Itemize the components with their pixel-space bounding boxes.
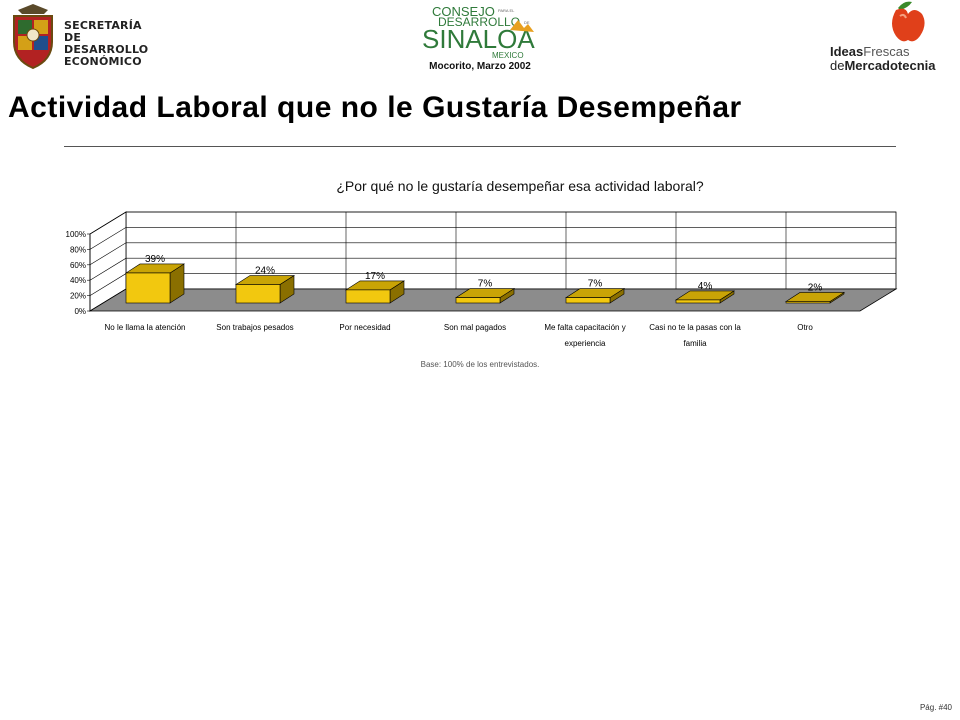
logo-word-para-el: PARA EL xyxy=(498,8,515,13)
page-title: Actividad Laboral que no le Gustaría Des… xyxy=(8,91,742,124)
y-tick-label: 20% xyxy=(70,292,86,301)
location-date: Mocorito, Marzo 2002 xyxy=(429,61,531,72)
logo-word-ideas: Ideas xyxy=(830,44,864,59)
page-number: Pág. #40 xyxy=(919,703,952,712)
secretaria-text: SECRETARÍA DE DESARROLLO ECONÓMICO xyxy=(64,20,168,68)
chart-title: ¿Por qué no le gustaría desempeñar esa a… xyxy=(336,178,704,194)
bar-value-label: 24% xyxy=(255,266,275,277)
title-divider xyxy=(64,146,896,147)
ideas-frescas-text: IdeasFrescas xyxy=(830,44,909,59)
x-category-label: experiencia xyxy=(565,339,606,348)
logo-mountain-icon xyxy=(510,20,534,32)
x-category-label: Casi no te la pasas con la xyxy=(649,323,741,332)
bar xyxy=(345,289,391,304)
secretaria-line2: DE DESARROLLO xyxy=(64,31,149,56)
x-category-label: Otro xyxy=(797,323,813,332)
x-category-label: Son trabajos pesados xyxy=(216,323,293,332)
secretaria-line3: ECONÓMICO xyxy=(64,55,142,68)
bar-value-label: 2% xyxy=(808,282,823,293)
bar xyxy=(235,284,281,304)
bar-chart-3d: 0% 20% 40% 60% 80% 100% 39% 24% 17% 7% 7% 4% 2% No le… xyxy=(66,211,898,348)
de-mercadotecnia-text: deMercadotecnia xyxy=(830,58,936,73)
y-tick-label: 60% xyxy=(70,261,86,270)
state-seal-icon xyxy=(13,4,53,70)
logo-word-desarrollo: DESARROLLO xyxy=(438,15,520,29)
y-tick-label: 80% xyxy=(70,245,86,254)
logo-word-mexico: MEXICO xyxy=(492,51,524,60)
logo-word-mercadotecnia: Mercadotecnia xyxy=(844,58,936,73)
logo-word-consejo: CONSEJO xyxy=(432,4,495,19)
bar xyxy=(785,301,831,304)
gridline xyxy=(89,211,896,235)
bar-value-label: 7% xyxy=(588,279,603,290)
logo-word-de: DE xyxy=(524,20,530,25)
y-tick-label: 0% xyxy=(74,307,86,316)
x-category-label: familia xyxy=(683,339,707,348)
secretaria-logo: SECRETARÍA DE DESARROLLO ECONÓMICO xyxy=(8,4,168,76)
x-category-label: Por necesidad xyxy=(339,323,390,332)
ideas-frescas-logo: IdeasFrescas deMercadotecnia xyxy=(820,0,960,76)
bar xyxy=(455,297,501,304)
secretaria-line1: SECRETARÍA xyxy=(64,19,142,32)
base-note: Base: 100% de los entrevistados. xyxy=(420,360,540,369)
x-category-label: Son mal pagados xyxy=(444,323,506,332)
y-tick-label: 100% xyxy=(66,230,86,239)
bar-value-label: 17% xyxy=(365,271,385,282)
bar-value-label: 4% xyxy=(698,281,713,292)
logo-word-frescas: Frescas xyxy=(863,44,910,59)
logo-word-de-small: de xyxy=(830,58,845,73)
bar xyxy=(675,299,721,304)
bar xyxy=(125,272,171,304)
x-category-label: No le llama la atención xyxy=(105,323,186,332)
apple-icon xyxy=(892,1,925,42)
bar-value-label: 7% xyxy=(478,279,493,290)
x-category-label: Me falta capacitación y xyxy=(544,323,625,332)
y-tick-label: 40% xyxy=(70,276,86,285)
bar-value-label: 39% xyxy=(145,254,165,265)
gridline xyxy=(89,242,896,266)
chart-back-wall xyxy=(125,211,897,290)
bar xyxy=(565,297,611,304)
gridline xyxy=(89,257,896,281)
gridline xyxy=(89,227,896,250)
consejo-sinaloa-logo: CONSEJO PARA EL DESARROLLO DE SINALOA ME… xyxy=(420,2,544,60)
